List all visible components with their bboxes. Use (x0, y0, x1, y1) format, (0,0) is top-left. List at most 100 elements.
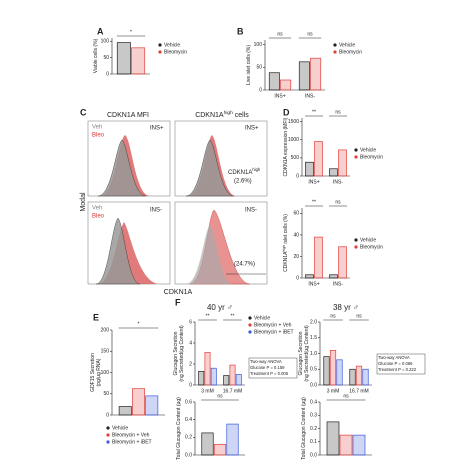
bar (338, 246, 347, 279)
y-axis-label-line: CDKN1A expression (MFI) (283, 117, 289, 176)
y-tick-label: 1000 (288, 137, 299, 143)
text-part: islet cells (%) (283, 214, 289, 245)
legend-marker (354, 148, 358, 152)
text-part: high (252, 167, 261, 172)
c-legend: Veh (92, 206, 102, 212)
c-xlabel: CDKN1A (164, 289, 193, 296)
y-tick-label: 1500 (288, 119, 299, 125)
y-axis-label-line: Glucagon Secretion (298, 331, 304, 375)
y-tick-label: 0.2 (185, 435, 192, 441)
legend-label: Bleomycin + Veh (254, 322, 292, 328)
chart-title: 40 yr ♂ (207, 303, 233, 312)
y-tick-label: 100 (101, 370, 110, 376)
y-tick-label: 0.2 (310, 426, 317, 432)
y-axis-label-line: Glucagon Secretion (173, 331, 179, 375)
y-tick-label: 40 (293, 232, 299, 238)
bar (362, 368, 369, 386)
bar (326, 421, 340, 456)
note-box (248, 357, 298, 379)
bar (198, 371, 205, 386)
y-tick-label: 50 (103, 55, 109, 61)
c-legend: Bleo (92, 133, 105, 139)
significance: ns (335, 109, 341, 115)
bar (213, 444, 227, 456)
legend-label: Vehicle (164, 42, 180, 48)
legend-label: Bleomycin (360, 154, 383, 160)
bar (268, 72, 280, 91)
legend-label: Bleomycin + iBET (254, 329, 294, 335)
bar (131, 47, 146, 75)
y-axis-label-line: Total Glucagon Content (μg) (176, 397, 182, 460)
x-tick-label: 16.7 mM (349, 388, 368, 394)
c-label: INS- (150, 208, 162, 214)
significance: ns (335, 199, 341, 205)
bar (116, 42, 131, 75)
bar (204, 352, 211, 386)
c-title: CDKN1Ahigh cells (195, 110, 249, 119)
y-tick-label: 60 (293, 211, 299, 217)
y-axis-label-line: Viable cells (%) (93, 38, 99, 73)
bar (229, 364, 236, 386)
legend-label: Bleomycin (360, 244, 383, 250)
legend-marker (106, 440, 110, 444)
c-label: INS+ (245, 126, 259, 132)
bar (118, 406, 132, 416)
bar (352, 434, 366, 456)
bar (132, 388, 145, 416)
text-part: high (282, 245, 286, 252)
y-tick-label: 150 (101, 349, 110, 355)
bar (329, 274, 338, 279)
note-line: Treatment P = 0.005 (250, 371, 289, 376)
legend-marker (354, 155, 358, 159)
legend-label: Bleomycin + Veh (112, 432, 150, 438)
bar (305, 161, 314, 177)
note-line: Glucose P = 0.159 (250, 365, 285, 370)
bar (338, 149, 347, 177)
histogram (97, 139, 147, 197)
y-tick-label: 0 (106, 412, 109, 418)
legend-marker (354, 238, 358, 242)
significance: ns (307, 31, 313, 37)
legend-marker (354, 245, 358, 249)
bar (305, 274, 314, 279)
bar (298, 61, 310, 91)
significance: ** (206, 313, 210, 319)
c-label: INS+ (150, 126, 164, 132)
x-tick-label: INS- (333, 179, 343, 185)
bar (210, 367, 217, 386)
x-tick-label: INS+ (274, 93, 285, 99)
significance: ** (312, 109, 316, 115)
y-axis-label: CDKN1Ahigh islet cells (%) (282, 214, 289, 272)
chart-title: 38 yr ♂ (333, 303, 359, 312)
legend-marker (158, 50, 162, 54)
y-axis-label: Live islet cells (%) (246, 45, 252, 85)
y-tick-label: 0.4 (185, 417, 192, 423)
bar (280, 79, 292, 91)
bar (329, 350, 337, 386)
bar (145, 395, 159, 416)
panel-label: E (93, 312, 99, 322)
histogram (186, 225, 232, 284)
x-tick-label: INS- (333, 281, 343, 287)
y-tick-label: 100 (254, 42, 263, 48)
legend-marker (106, 426, 110, 430)
y-tick-label: 0.3 (310, 413, 317, 419)
bar (355, 365, 363, 386)
bar (349, 368, 356, 386)
legend-label: Bleomycin (164, 49, 187, 55)
c-label: INS- (245, 208, 257, 214)
y-tick-label: 2.0 (310, 319, 317, 325)
bar (314, 141, 323, 177)
x-tick-label: INS+ (308, 281, 319, 287)
y-tick-label: 200 (101, 327, 110, 333)
y-tick-label: 1.0 (310, 351, 317, 357)
bar (226, 423, 239, 456)
significance: * (130, 29, 132, 35)
y-tick-label: 0 (296, 173, 299, 179)
y-tick-label: 0.5 (310, 367, 317, 373)
significance: * (138, 321, 140, 327)
bar (314, 236, 323, 279)
y-tick-label: 0.0 (310, 452, 317, 458)
y-axis-label: Glucagon Secretion(ng Secreted/μg Conten… (298, 325, 310, 382)
